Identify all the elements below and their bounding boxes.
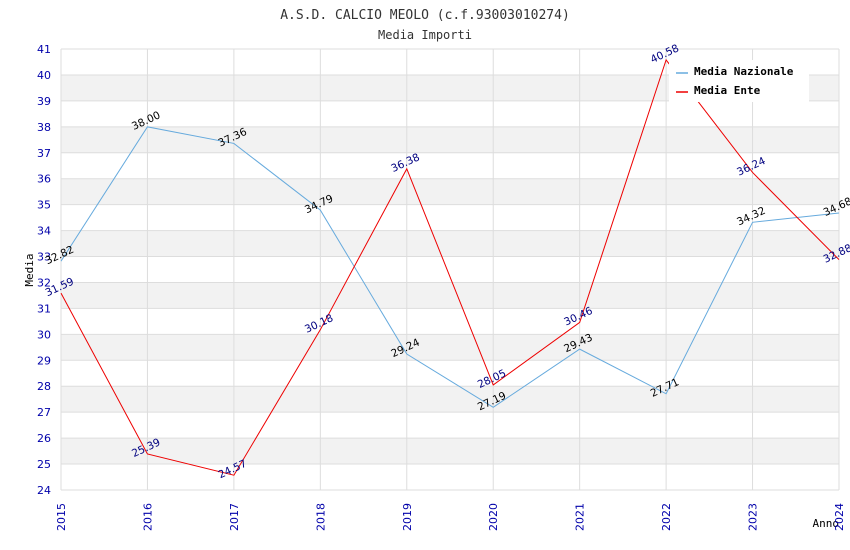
y-tick-38: 38 <box>37 121 51 134</box>
legend: Media Nazionale Media Ente <box>669 60 809 102</box>
legend-label-media-nazionale: Media Nazionale <box>694 65 794 78</box>
y-tick-28: 28 <box>37 380 51 393</box>
y-tick-24: 24 <box>37 484 51 497</box>
y-tick-36: 36 <box>37 173 51 186</box>
y-tick-41: 41 <box>37 43 51 56</box>
band-37 <box>61 126 839 153</box>
gridlines <box>60 48 840 491</box>
x-tick-2021: 2021 <box>574 503 587 531</box>
x-tick-2016: 2016 <box>141 503 154 531</box>
legend-label-media-ente: Media Ente <box>694 84 761 97</box>
y-tick-34: 34 <box>37 225 51 238</box>
y-tick-labels: 24 25 26 27 28 29 30 31 32 33 34 35 36 37 38 39 40 41 <box>37 43 51 497</box>
y-tick-29: 29 <box>37 354 51 367</box>
x-tick-2022: 2022 <box>660 503 673 531</box>
band-35 <box>61 178 839 205</box>
background-bands <box>61 74 839 465</box>
data-label-media-ente-2023: 36.24 <box>735 155 768 179</box>
x-tick-2015: 2015 <box>55 503 68 531</box>
y-tick-32: 32 <box>37 276 51 289</box>
y-tick-26: 26 <box>37 432 51 445</box>
y-tick-37: 37 <box>37 147 51 160</box>
band-29 <box>61 334 839 361</box>
y-tick-39: 39 <box>37 95 51 108</box>
y-tick-40: 40 <box>37 69 51 82</box>
series-line-media-nazionale <box>60 126 840 408</box>
x-tick-2019: 2019 <box>401 503 414 531</box>
x-tick-2017: 2017 <box>228 503 241 531</box>
x-tick-2024: 2024 <box>833 503 846 531</box>
legend-box <box>669 60 809 102</box>
y-tick-35: 35 <box>37 199 51 212</box>
band-27 <box>61 386 839 413</box>
band-31 <box>61 282 839 309</box>
y-tick-27: 27 <box>37 406 51 419</box>
y-tick-30: 30 <box>37 328 51 341</box>
data-labels: 32.8238.0037.3634.7929.2427.1929.4327.71… <box>44 42 850 481</box>
x-tick-2023: 2023 <box>747 503 760 531</box>
y-axis-label: Media <box>23 253 36 286</box>
x-tick-labels: 2015 2016 2017 2018 2019 2020 2021 2022 2023 2024 <box>55 503 846 531</box>
y-tick-31: 31 <box>37 302 51 315</box>
x-axis-label: Anno <box>813 517 840 530</box>
y-tick-33: 33 <box>37 251 51 264</box>
y-tick-25: 25 <box>37 458 51 471</box>
chart-title: A.S.D. CALCIO MEOLO (c.f.93003010274) <box>280 8 570 23</box>
x-tick-2020: 2020 <box>487 503 500 531</box>
band-25 <box>61 438 839 465</box>
series-line-media-ente <box>60 58 840 476</box>
data-label-media-nazionale-2015: 32.82 <box>44 244 76 268</box>
band-33 <box>61 230 839 257</box>
series-lines <box>60 58 840 476</box>
x-tick-2018: 2018 <box>314 503 327 531</box>
chart-subtitle: Media Importi <box>378 28 472 42</box>
